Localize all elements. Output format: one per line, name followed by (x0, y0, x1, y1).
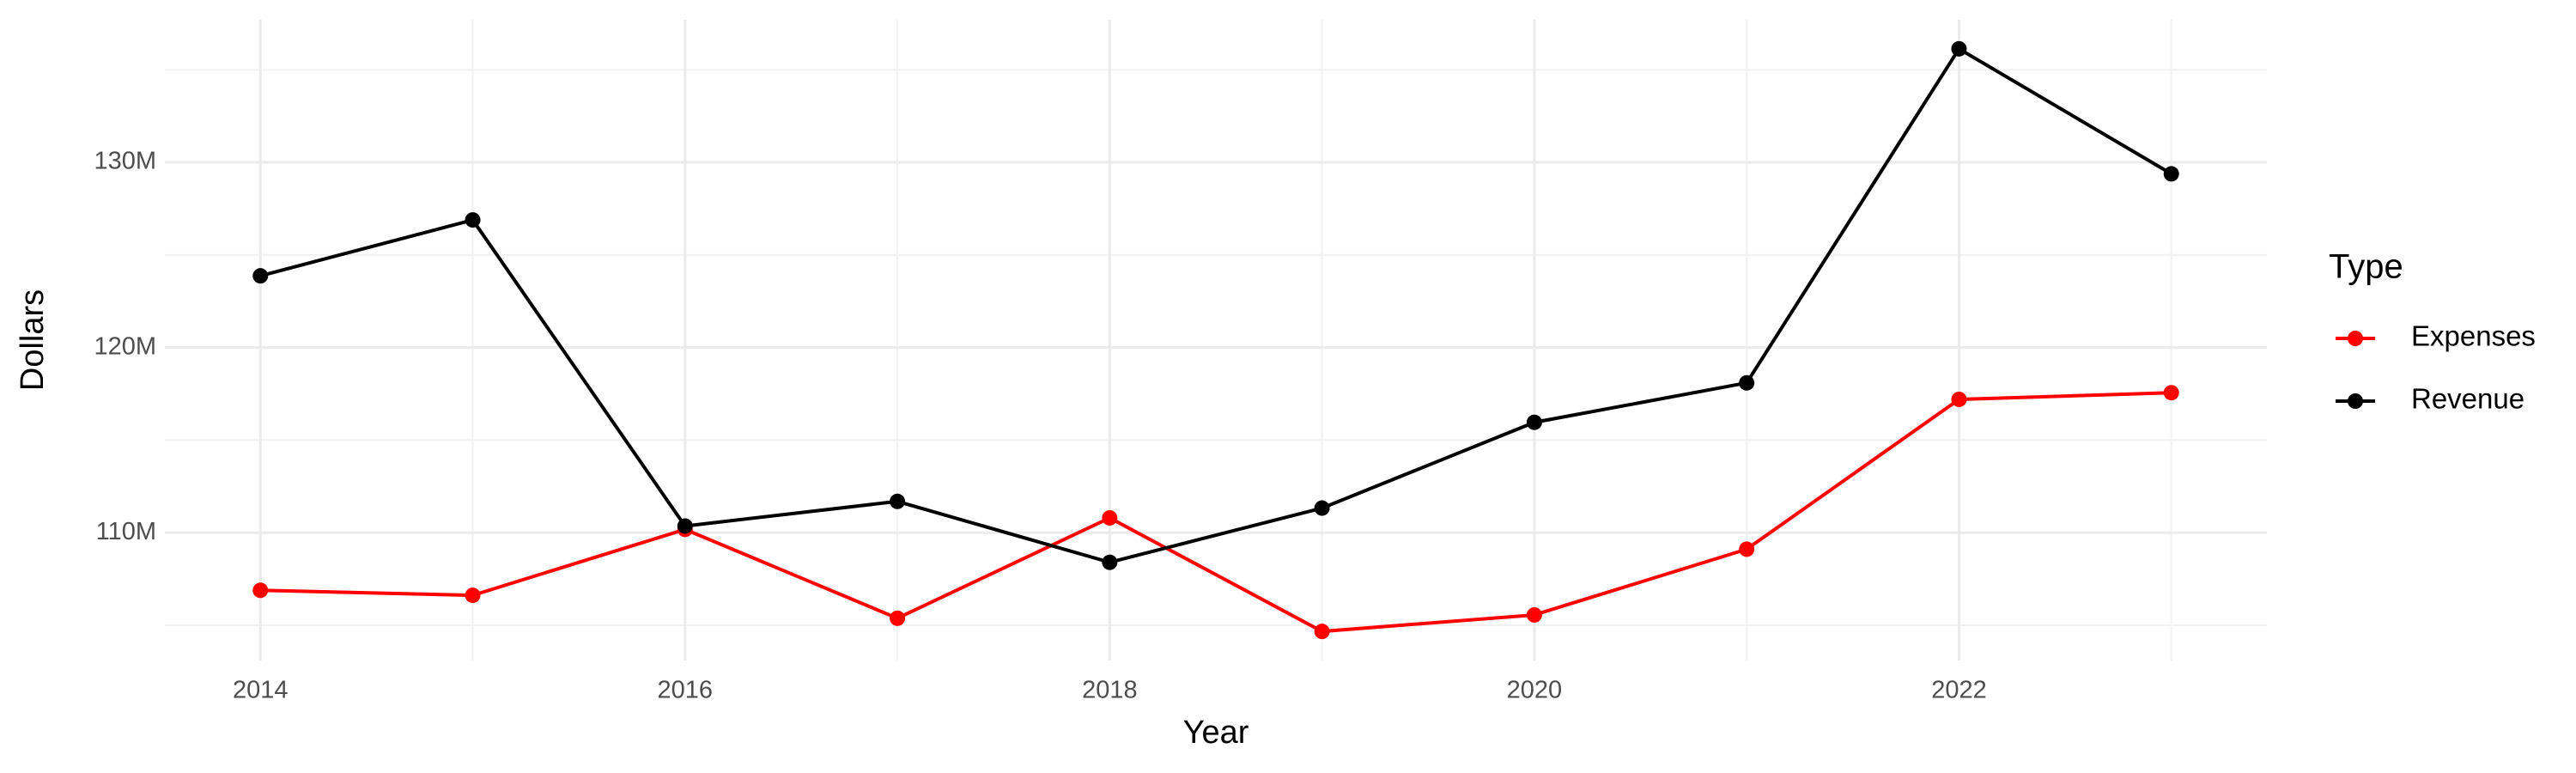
data-point (1102, 509, 1118, 526)
data-point (252, 268, 269, 284)
data-point (1951, 391, 1967, 407)
data-point (1739, 541, 1755, 557)
data-point (677, 518, 693, 534)
data-point (1526, 606, 1542, 623)
legend-label: Revenue (2411, 383, 2524, 415)
y-tick-label: 110M (96, 518, 156, 545)
series-line (259, 46, 2172, 564)
data-point (465, 212, 481, 228)
data-point (1314, 500, 1330, 516)
data-point (1951, 40, 1967, 57)
data-point (1526, 414, 1542, 430)
data-point (1102, 554, 1118, 570)
x-axis-title: Year (1183, 715, 1249, 751)
legend-marker (2348, 331, 2363, 346)
data-point (890, 610, 906, 626)
series-line (260, 391, 2172, 634)
x-tick-label: 2016 (658, 677, 714, 704)
data-point (465, 587, 481, 604)
data-point (1314, 624, 1330, 640)
data-point (1739, 374, 1755, 391)
data-point (2163, 385, 2179, 401)
legend-title: Type (2329, 248, 2403, 286)
y-tick-label: 130M (94, 148, 156, 175)
x-tick-label: 2022 (1931, 677, 1987, 704)
y-tick-label: 120M (94, 332, 156, 360)
x-tick-label: 2020 (1507, 677, 1563, 704)
y-axis-title: Dollars (15, 289, 51, 391)
data-point (252, 582, 269, 599)
x-tick-label: 2018 (1082, 677, 1138, 704)
legend-label: Expenses (2411, 320, 2536, 352)
legend-marker (2348, 393, 2363, 409)
x-tick-label: 2014 (233, 677, 289, 704)
data-point (2163, 166, 2179, 182)
data-point (890, 493, 906, 509)
